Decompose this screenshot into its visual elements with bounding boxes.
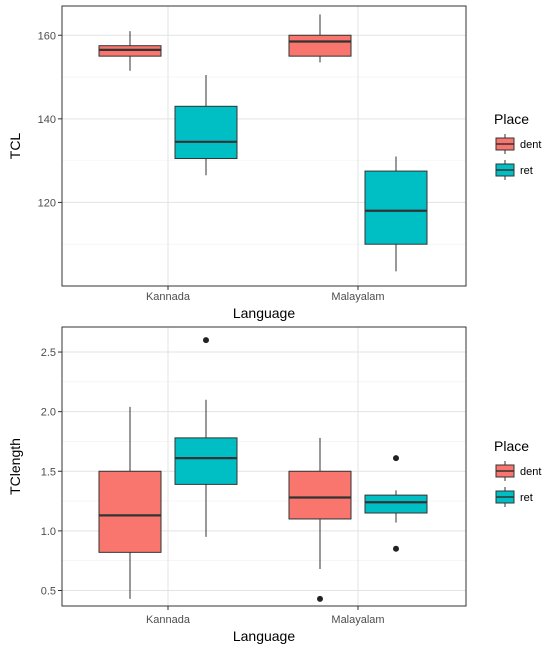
legend: Place dent ret	[494, 111, 541, 180]
box-ret-malayalam	[364, 455, 428, 552]
box-ret-kannada	[174, 337, 238, 537]
y-tick-label: 2.0	[41, 407, 56, 419]
box-dent-malayalam	[288, 437, 352, 602]
legend-label-ret: ret	[520, 492, 533, 504]
y-tick-label: 0.5	[41, 586, 56, 598]
box-dent-kannada	[98, 31, 162, 71]
legend: Place dent ret	[494, 438, 541, 507]
y-tick-label: 140	[38, 114, 56, 126]
outlier-point	[393, 455, 399, 462]
box-ret-malayalam	[364, 156, 428, 272]
legend-key-dent	[495, 461, 515, 481]
legend-key-ret	[495, 487, 515, 507]
outlier-point	[393, 545, 399, 552]
legend-key-dent	[495, 134, 515, 154]
box-rect	[288, 34, 352, 57]
box-ret-kannada	[174, 74, 238, 176]
y-tick-label: 120	[38, 197, 56, 209]
x-axis-title: Language	[233, 628, 296, 644]
y-tick-label: 1.0	[41, 526, 56, 538]
legend-label-dent: dent	[520, 139, 541, 151]
x-tick-label: Malayalam	[331, 291, 384, 303]
box-dent-kannada	[98, 406, 162, 599]
y-axis-title: TCL	[7, 133, 23, 160]
legend-key-ret	[495, 160, 515, 180]
x-tick-label: Kannada	[146, 291, 191, 303]
chart-panel-1: 120 140 160 Kannada Malayalam Language TCL Plac…	[7, 5, 541, 321]
y-axis-title: TClength	[7, 438, 23, 495]
legend-title: Place	[494, 111, 529, 127]
box-rect	[364, 170, 428, 245]
outlier-point	[317, 595, 323, 602]
box-dent-malayalam	[288, 14, 352, 63]
outlier-point	[203, 337, 209, 344]
y-tick-label: 160	[38, 30, 56, 42]
legend-label-ret: ret	[520, 165, 533, 177]
chart-panel-2: 0.5 1.0 1.5 2.0 2.5 Kannada Malayalam Language T…	[7, 326, 541, 644]
plot-area	[62, 327, 466, 606]
box-rect	[98, 470, 162, 553]
legend-title: Place	[494, 438, 529, 454]
box-rect	[174, 105, 238, 160]
y-tick-label: 1.5	[41, 466, 56, 478]
x-tick-label: Kannada	[146, 614, 191, 626]
plot-border	[61, 5, 467, 287]
box-rect	[174, 437, 238, 485]
box-rect	[288, 470, 352, 520]
x-axis-title: Language	[233, 305, 296, 321]
x-tick-label: Malayalam	[331, 614, 384, 626]
plot-border	[61, 326, 467, 607]
y-tick-label: 2.5	[41, 347, 56, 359]
legend-label-dent: dent	[520, 466, 541, 478]
box-rect	[364, 494, 428, 514]
